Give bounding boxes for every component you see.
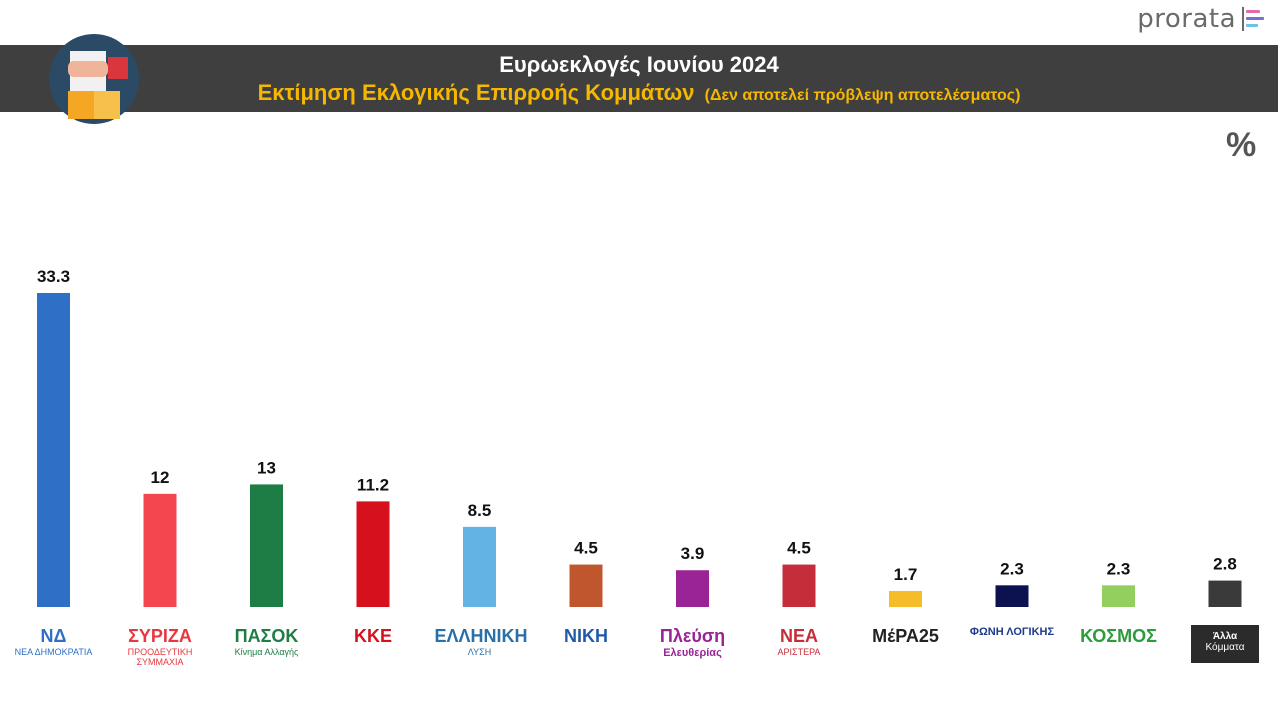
party-logo-main: ΜέΡΑ25: [872, 626, 939, 646]
bar-2: [143, 493, 177, 607]
party-logo-main: ΣΥΡΙΖΑ: [128, 626, 192, 646]
value-label-3: 13: [257, 458, 276, 477]
bar-12: [1208, 580, 1242, 607]
party-logo-main: ΝΕΑ: [779, 626, 818, 646]
value-label-10: 2.3: [1000, 559, 1024, 578]
chart-subtitle-main: Εκτίμηση Εκλογικής Επιρροής Κομμάτων: [257, 80, 695, 105]
party-logo-main: ΚΚΕ: [353, 626, 392, 646]
bar-1: [37, 293, 70, 607]
bar-5: [463, 526, 496, 607]
value-label-8: 4.5: [787, 539, 811, 558]
party-logo-sub: ΝΕΑ ΔΗΜΟΚΡΑΤΙΑ: [14, 647, 93, 657]
party-logo-12: Άλλα Κόμματα: [1191, 625, 1259, 663]
party-logo-main: ΝΔ: [40, 626, 67, 646]
party-logo-main: ΦΩΝΗ ΛΟΓΙΚΗΣ: [969, 626, 1055, 638]
party-logo-7: Πλεύση Ελευθερίας: [648, 626, 738, 659]
party-logo-main: ΝΙΚΗ: [564, 626, 608, 646]
party-logo-8: ΝΕΑ ΑΡΙΣΤΕΡΑ: [754, 626, 844, 657]
ballot-box-icon: [49, 34, 139, 124]
value-label-6: 4.5: [574, 539, 598, 558]
party-logo-sub: ΑΡΙΣΤΕΡΑ: [777, 647, 821, 657]
party-logo-10: ΦΩΝΗ ΛΟΓΙΚΗΣ: [967, 626, 1057, 638]
party-logo-4: ΚΚΕ: [328, 626, 418, 647]
party-logo-6: ΝΙΚΗ: [541, 626, 631, 647]
party-logo-main: Πλεύση: [659, 626, 726, 646]
bar-7: [676, 570, 709, 607]
bar-8: [782, 564, 816, 607]
party-logo-main: ΠΑΣΟΚ: [234, 626, 299, 646]
brand-name: prorata: [1137, 4, 1236, 34]
value-label-9: 1.7: [894, 565, 918, 584]
bar-4: [356, 501, 390, 607]
party-logo-main: ΕΛΛΗΝΙΚΗ: [434, 626, 528, 646]
value-label-12: 2.8: [1213, 555, 1237, 574]
value-label-7: 3.9: [681, 544, 705, 563]
chart-title: Ευρωεκλογές Ιουνίου 2024: [499, 52, 779, 77]
party-logo-5: ΕΛΛΗΝΙΚΗ ΛΥΣΗ: [434, 626, 528, 657]
party-logo-sub: Κίνημα Αλλαγής: [234, 647, 299, 657]
bar-3: [250, 484, 283, 607]
bar-9: [889, 590, 922, 607]
chart-subtitle: Εκτίμηση Εκλογικής Επιρροής Κομμάτων (Δε…: [0, 80, 1278, 106]
party-logo-9: ΜέΡΑ25: [861, 626, 951, 647]
party-logo-11: ΚΟΣΜΟΣ: [1074, 626, 1164, 647]
brand-bars-icon: [1240, 6, 1266, 32]
value-label-1: 33.3: [37, 267, 70, 286]
party-logo-3: ΠΑΣΟΚ Κίνημα Αλλαγής: [222, 626, 312, 657]
bar-6: [569, 564, 603, 607]
bar-11: [1102, 585, 1135, 607]
party-logo-1: ΝΔ ΝΕΑ ΔΗΜΟΚΡΑΤΙΑ: [9, 626, 99, 657]
party-logo-main: Άλλα: [1212, 631, 1238, 642]
value-label-4: 11.2: [357, 475, 389, 494]
party-logo-sub: Ελευθερίας: [663, 647, 722, 659]
value-label-2: 12: [151, 468, 170, 487]
value-label-5: 8.5: [468, 501, 492, 520]
party-logo-2: ΣΥΡΙΖΑ ΠΡΟΟΔΕΥΤΙΚΗ ΣΥΜΜΑΧΙΑ: [115, 626, 205, 667]
brand-logo: prorata: [1137, 4, 1266, 34]
value-label-11: 2.3: [1107, 559, 1131, 578]
party-logo-sub: ΛΥΣΗ: [467, 647, 492, 657]
party-logo-main: ΚΟΣΜΟΣ: [1080, 626, 1157, 646]
party-logo-sub: Κόμματα: [1205, 642, 1245, 653]
party-logo-sub: ΠΡΟΟΔΕΥΤΙΚΗ ΣΥΜΜΑΧΙΑ: [127, 647, 193, 667]
header-banner: Ευρωεκλογές Ιουνίου 2024 Εκτίμηση Εκλογι…: [0, 45, 1278, 112]
bar-10: [995, 585, 1029, 607]
percent-icon: %: [1226, 126, 1257, 164]
chart-subtitle-note: (Δεν αποτελεί πρόβλεψη αποτελέσματος): [704, 87, 1021, 104]
